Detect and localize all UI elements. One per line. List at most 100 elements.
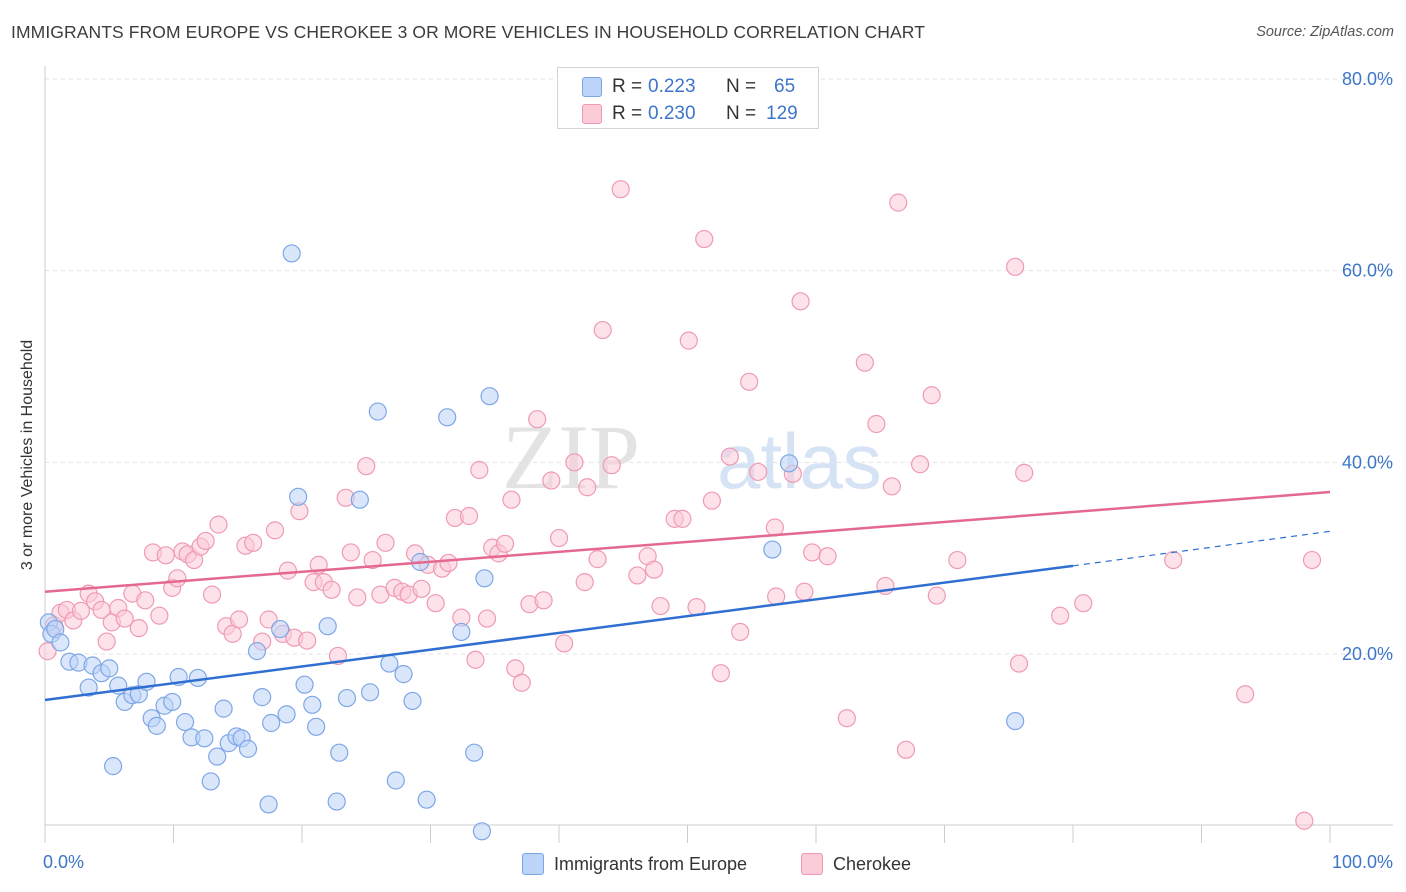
data-point [555,634,574,653]
legend-row-cherokee: R = 0.230 N = 129 [582,102,798,126]
data-point [38,642,57,661]
data-point [278,561,297,580]
data-point [528,410,547,429]
x-max-label: 100.0% [1331,852,1393,872]
data-point [673,509,692,528]
gridlines [45,78,1393,655]
data-point [472,822,491,841]
data-point [731,622,750,642]
data-point [1015,463,1034,482]
n-value: 129 [766,103,798,124]
data-point [475,569,494,588]
data-point [104,757,123,776]
data-point [330,743,349,762]
data-point [1006,711,1025,731]
data-point [1006,257,1025,276]
data-point [651,596,670,616]
data-point [927,586,946,605]
data-point [253,688,272,707]
data-point [259,795,278,814]
data-point [129,619,148,638]
legend-label-europe: Immigrants from Europe [554,853,748,874]
data-point [363,550,382,570]
x-min-label: 0.0% [43,852,85,872]
data-point [512,673,531,692]
bottom-legend-europe: Immigrants from Europe [522,852,747,876]
data-point [417,790,436,809]
data-point [229,610,249,629]
data-point [549,528,569,548]
data-point [168,569,187,588]
data-point [337,688,357,708]
watermark-atlas: atlas [717,417,882,505]
data-point [818,547,837,566]
data-point [896,740,916,759]
legend-label-cherokee: Cherokee [833,853,912,874]
data-point [855,353,874,372]
data-point [565,453,584,472]
data-point [318,617,337,636]
data-point [702,491,722,510]
n-value: 65 [774,76,796,97]
y-tick-label: 60.0% [1342,261,1393,281]
data-point [175,712,195,732]
data-point [202,585,222,604]
data-point [361,683,380,702]
data-point [150,606,169,625]
data-point [348,588,367,607]
bottom-legend-cherokee: Cherokee [801,852,911,876]
data-point [480,387,499,406]
data-point [477,609,497,628]
data-point [679,331,698,350]
data-point [767,587,786,606]
data-point [350,490,369,509]
legend-swatch-blue [582,77,602,97]
data-point [209,515,228,534]
data-point [695,229,714,249]
data-point [376,533,395,552]
data-point [628,566,647,585]
data-point [303,695,322,714]
data-point [97,632,116,651]
data-point [452,622,471,642]
data-point [196,531,215,551]
data-point [71,601,91,620]
data-point [156,546,175,565]
data-point [791,292,810,311]
data-point [277,705,296,724]
data-point [763,540,782,559]
trend-line-cherokee [44,490,1331,593]
data-point [368,402,387,421]
data-point [575,573,594,592]
data-point [1009,654,1029,673]
data-point [79,678,98,697]
trend-line-europe [44,564,1074,702]
stats-legend: R = 0.223 N = 65 R = 0.230 N = 129 [557,67,819,129]
legend-swatch-pink [582,104,602,124]
data-point [438,408,457,427]
data-point [247,642,267,661]
data-point [795,582,814,601]
data-point [426,594,445,613]
y-tick-label: 80.0% [1342,69,1393,89]
data-point [465,743,484,762]
r-label: R = [612,76,643,97]
data-point [208,747,227,766]
data-point [386,771,405,790]
data-point [611,180,630,199]
y-tick-label: 40.0% [1342,452,1393,472]
data-point [1074,594,1093,613]
data-point [439,553,458,573]
data-point [262,713,281,733]
r-value: 0.230 [648,103,696,124]
data-point [163,692,182,712]
data-point [740,372,759,391]
data-point [542,471,561,490]
data-point [495,534,515,553]
data-point [593,320,612,340]
data-point [327,792,346,811]
data-point [1051,606,1070,625]
data-point [711,664,731,683]
source-label: Source: ZipAtlas.com [1256,24,1394,40]
